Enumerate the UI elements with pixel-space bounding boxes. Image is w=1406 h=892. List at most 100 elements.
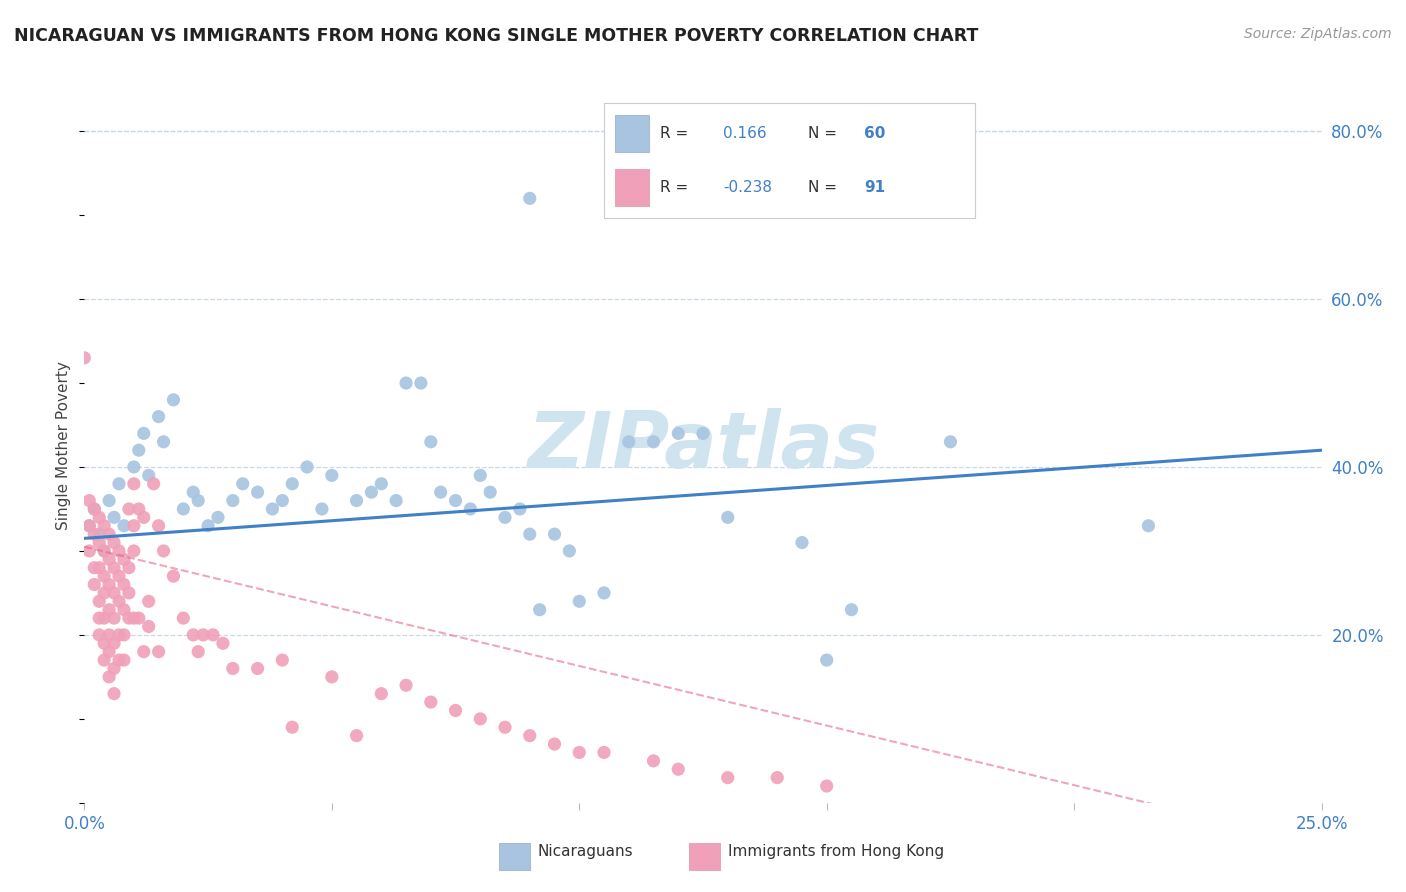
Point: [385, 493, 408, 508]
Point: [717, 771, 740, 785]
Point: [118, 502, 141, 516]
Point: [108, 628, 131, 642]
Point: [93, 518, 115, 533]
Point: [98, 670, 121, 684]
Point: [568, 594, 591, 608]
Point: [246, 485, 269, 500]
Point: [122, 460, 145, 475]
Point: [89, 510, 111, 524]
Point: [112, 552, 135, 566]
Point: [103, 611, 125, 625]
Point: [470, 712, 492, 726]
Point: [138, 594, 160, 608]
Point: [187, 645, 209, 659]
Point: [519, 191, 541, 205]
Point: [83, 502, 105, 516]
Point: [162, 392, 184, 407]
Point: [429, 485, 451, 500]
Point: [419, 434, 441, 449]
Point: [939, 434, 962, 449]
Text: Nicaraguans: Nicaraguans: [537, 845, 633, 859]
Point: [122, 518, 145, 533]
Point: [346, 493, 368, 508]
Point: [360, 485, 382, 500]
Point: [311, 502, 333, 516]
Point: [568, 746, 591, 760]
Point: [281, 720, 304, 734]
Point: [122, 611, 145, 625]
Point: [93, 544, 115, 558]
Point: [593, 746, 616, 760]
Point: [181, 485, 204, 500]
Point: [122, 544, 145, 558]
Point: [108, 569, 131, 583]
Point: [89, 628, 111, 642]
Point: [93, 569, 115, 583]
Point: [89, 535, 111, 549]
Point: [187, 493, 209, 508]
Point: [519, 729, 541, 743]
Point: [172, 502, 194, 516]
Point: [98, 645, 121, 659]
Point: [112, 653, 135, 667]
Point: [132, 426, 155, 441]
Point: [108, 544, 131, 558]
Point: [112, 628, 135, 642]
Point: [73, 351, 96, 365]
Point: [98, 603, 121, 617]
Point: [103, 687, 125, 701]
Point: [815, 653, 838, 667]
Point: [692, 426, 714, 441]
Point: [470, 468, 492, 483]
Point: [79, 518, 101, 533]
Point: [142, 476, 165, 491]
Point: [321, 670, 343, 684]
Point: [103, 560, 125, 574]
Point: [202, 628, 225, 642]
Point: [103, 510, 125, 524]
Point: [197, 518, 219, 533]
Point: [128, 611, 150, 625]
Point: [370, 687, 392, 701]
Text: Source: ZipAtlas.com: Source: ZipAtlas.com: [1244, 27, 1392, 41]
Point: [666, 762, 689, 776]
Point: [395, 376, 418, 390]
Point: [191, 628, 214, 642]
Point: [128, 502, 150, 516]
Point: [83, 502, 105, 516]
Point: [148, 518, 170, 533]
Point: [122, 476, 145, 491]
Point: [93, 653, 115, 667]
Point: [1137, 518, 1160, 533]
Point: [181, 628, 204, 642]
Point: [790, 535, 813, 549]
Point: [118, 586, 141, 600]
Point: [271, 653, 294, 667]
Point: [295, 460, 318, 475]
Point: [89, 611, 111, 625]
Point: [112, 518, 135, 533]
Point: [93, 586, 115, 600]
Point: [444, 703, 467, 717]
Point: [271, 493, 294, 508]
Point: [93, 611, 115, 625]
Point: [162, 569, 184, 583]
Point: [222, 661, 245, 675]
Point: [643, 754, 665, 768]
Point: [346, 729, 368, 743]
Point: [79, 493, 101, 508]
Point: [89, 594, 111, 608]
Text: Immigrants from Hong Kong: Immigrants from Hong Kong: [728, 845, 945, 859]
Point: [543, 527, 565, 541]
Point: [460, 502, 482, 516]
Point: [593, 586, 616, 600]
Point: [395, 678, 418, 692]
Point: [172, 611, 194, 625]
Point: [509, 502, 531, 516]
Point: [83, 560, 105, 574]
Point: [112, 577, 135, 591]
Point: [98, 577, 121, 591]
Point: [444, 493, 467, 508]
Point: [103, 535, 125, 549]
Point: [558, 544, 581, 558]
